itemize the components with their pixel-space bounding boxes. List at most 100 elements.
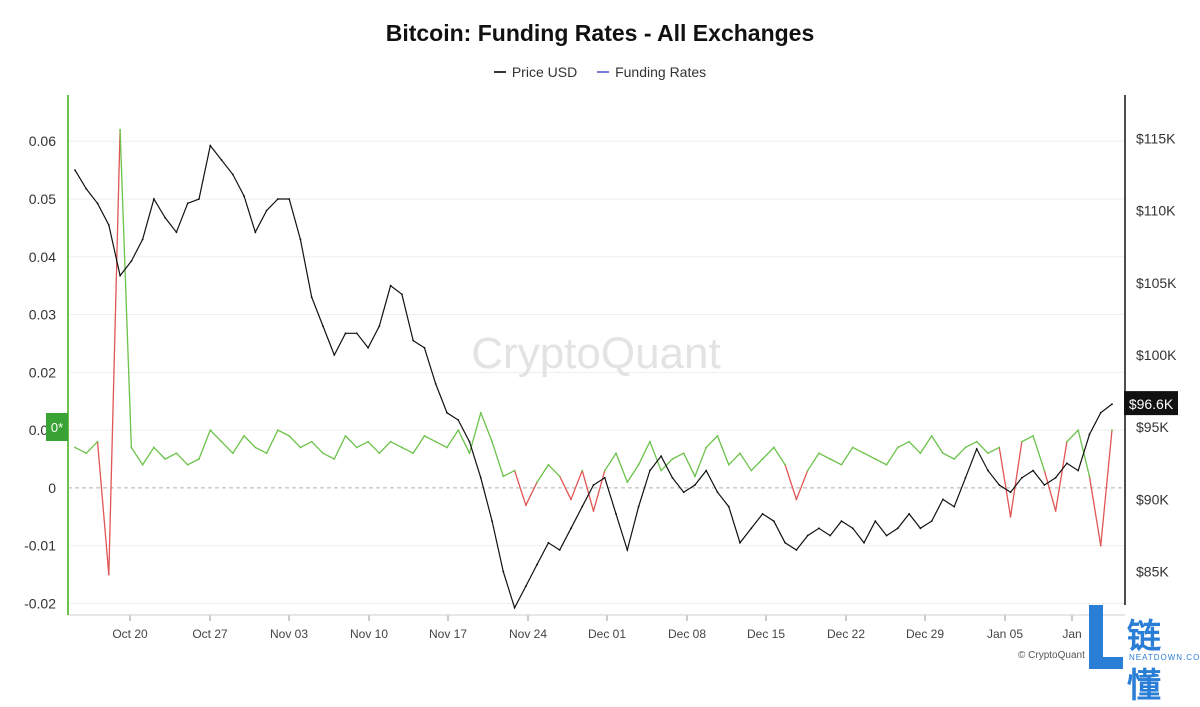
price-point [355, 332, 358, 335]
funding-rate-point [795, 498, 798, 501]
funding-rate-point [299, 446, 302, 449]
left-tick-label: 0.05 [29, 191, 56, 207]
price-point [558, 549, 561, 551]
x-tick-label: Oct 20 [112, 627, 148, 641]
price-point [750, 527, 753, 530]
funding-rate-point [243, 434, 245, 437]
funding-rate-segment [345, 435, 358, 448]
legend-item-funding[interactable]: Funding Rates [597, 64, 706, 80]
left-tick-label: 0.06 [29, 133, 56, 149]
price-point [716, 491, 719, 494]
funding-rate-point [400, 446, 403, 449]
right-tick-label: $100K [1136, 347, 1177, 363]
price-point [818, 527, 820, 530]
funding-rate-point [389, 440, 392, 443]
price-point [874, 520, 877, 523]
price-point [220, 159, 223, 161]
price-point [761, 512, 764, 515]
funding-rate-segment [942, 452, 955, 460]
funding-rate-segment [965, 441, 978, 449]
funding-rate-segment [412, 435, 425, 454]
funding-rate-point [141, 463, 144, 466]
funding-rate-segment [480, 412, 493, 442]
funding-rate-segment [604, 452, 617, 471]
price-point [446, 411, 448, 414]
funding-rate-point [908, 440, 911, 443]
funding-rate-point [1077, 429, 1080, 432]
funding-rate-point [1066, 440, 1068, 443]
price-point [141, 238, 144, 241]
funding-rate-segment [987, 446, 1000, 454]
legend-item-price[interactable]: Price USD [493, 64, 577, 80]
funding-rate-point [975, 440, 978, 443]
price-point [74, 169, 76, 172]
funding-rate-segment [559, 476, 572, 500]
price-point [198, 198, 200, 200]
price-point [491, 520, 493, 523]
funding-rate-point [581, 469, 584, 472]
funding-rate-segment [1043, 470, 1057, 512]
funding-rate-point [648, 440, 651, 443]
funding-rate-point [1099, 544, 1102, 547]
funding-rate-point [829, 458, 832, 460]
price-point [964, 476, 967, 479]
price-point [975, 447, 978, 450]
funding-rate-segment [739, 452, 752, 471]
funding-rate-segment [716, 435, 730, 466]
funding-rate-segment [221, 441, 234, 454]
funding-rate-point [998, 446, 1001, 449]
price-point [1088, 433, 1091, 436]
funding-rate-point [964, 446, 967, 449]
funding-rate-point [896, 446, 899, 449]
funding-rate-segment [638, 441, 651, 466]
funding-rate-segment [897, 441, 910, 449]
funding-rate-segment [401, 446, 414, 454]
funding-rate-segment [931, 435, 944, 454]
price-point [1009, 491, 1012, 494]
funding-rate-segment [581, 470, 595, 512]
current-price-label: $96.6K [1129, 396, 1174, 412]
funding-rate-point [479, 411, 482, 414]
funding-rate-point [412, 452, 415, 455]
price-point [1020, 476, 1023, 479]
funding-rate-point [119, 128, 121, 131]
price-point [243, 195, 245, 198]
price-point [130, 260, 133, 263]
funding-rate-segment [491, 441, 504, 477]
funding-rate-segment [142, 447, 155, 466]
funding-rate-segment [424, 435, 436, 443]
chart-legend: Price USD Funding Rates [0, 60, 1200, 80]
funding-rate-segment [976, 441, 989, 454]
price-point [772, 520, 775, 523]
x-tick-label: Nov 10 [350, 627, 388, 641]
funding-rate-segment [919, 435, 933, 454]
price-point [344, 332, 347, 335]
funding-rate-point [705, 446, 708, 449]
funding-rate-segment [592, 470, 606, 512]
funding-rate-segment [626, 464, 640, 483]
funding-rate-point [231, 452, 234, 455]
price-point [400, 293, 403, 296]
funding-rate-point [468, 452, 471, 455]
price-point [637, 505, 640, 508]
funding-rate-segment [232, 435, 245, 454]
funding-rate-point [1054, 510, 1057, 512]
funding-rate-segment [1088, 476, 1102, 546]
funding-rate-segment [874, 458, 887, 466]
funding-rate-point [276, 429, 279, 432]
funding-rate-point [637, 463, 640, 466]
funding-rate-point [784, 463, 787, 466]
funding-rate-point [96, 440, 99, 443]
left-tick-label: 0.02 [29, 364, 56, 380]
price-point [660, 455, 663, 458]
price-point [953, 505, 956, 508]
funding-rate-segment [300, 441, 313, 449]
funding-rate-segment [446, 429, 459, 448]
chart-canvas[interactable]: -0.02-0.0100.010.020.030.040.050.06$85K$… [0, 0, 1200, 675]
price-point [288, 198, 291, 200]
funding-rate-point [660, 469, 663, 472]
funding-rate-point [885, 463, 888, 466]
price-point [851, 527, 854, 530]
funding-rate-point [840, 463, 843, 466]
funding-rate-point [164, 458, 167, 460]
